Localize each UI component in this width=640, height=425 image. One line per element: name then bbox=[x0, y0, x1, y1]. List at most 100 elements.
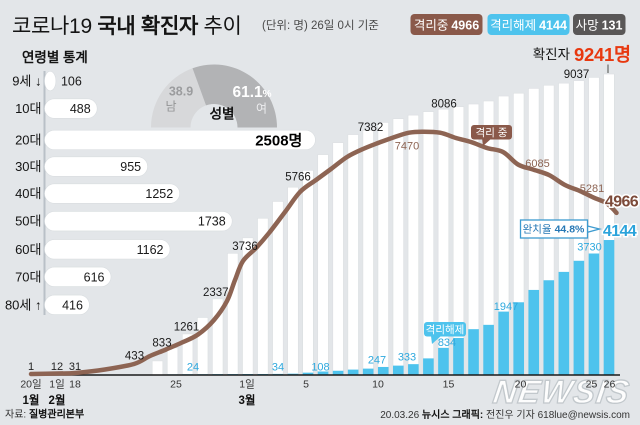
early-count-label: 12 bbox=[51, 361, 63, 373]
age-row-50대: 50대 1738 bbox=[15, 211, 233, 232]
age-row-60대: 60대 1162 bbox=[15, 239, 171, 260]
quarantined-line-badge-text: 격리 중 bbox=[476, 126, 508, 139]
age-row-bar bbox=[44, 129, 316, 150]
status-badge-deaths: 사망 131 bbox=[573, 14, 626, 35]
age-row-label: 60대 bbox=[15, 242, 41, 257]
released-bar bbox=[573, 260, 585, 375]
gender-male-label: 남 bbox=[165, 100, 176, 114]
gender-chart-title: 성별 bbox=[210, 107, 235, 122]
released-bar bbox=[393, 365, 404, 375]
age-row-bar bbox=[44, 183, 180, 204]
released-point-label: 34 bbox=[272, 362, 284, 374]
x-tick-label: 10 bbox=[372, 379, 384, 391]
status-badge-quarantined-bg bbox=[410, 14, 483, 35]
status-badge-released-text: 격리해제 4144 bbox=[490, 19, 567, 33]
quarantined-end-label: 4966 bbox=[605, 194, 639, 211]
age-row-bar bbox=[44, 294, 90, 315]
gender-slice-male bbox=[151, 68, 206, 128]
released-bar bbox=[513, 302, 524, 375]
age-row-label: 20대 bbox=[15, 132, 41, 147]
confirmed-bar bbox=[362, 130, 374, 376]
page-title: 코로나19 국내 확진자 추이 bbox=[12, 15, 242, 38]
x-axis: 20일 1월 1 1일 2월 12 18 31 25 1일 3월 5 10 15 20 25 26 bbox=[20, 361, 620, 407]
credit-note: 20.03.26 뉴시스 그래픽: 전진우 기자 618lue@newsis.c… bbox=[380, 408, 630, 421]
age-row-value: 416 bbox=[62, 298, 83, 312]
age-row-bar bbox=[44, 266, 112, 287]
confirmed-callout-label: 확진자 bbox=[533, 47, 571, 62]
x-tick-label: 1일 bbox=[239, 378, 255, 391]
released-bar bbox=[498, 311, 509, 375]
status-badge-released-bg bbox=[487, 14, 570, 35]
gender-male-value: 38.9 bbox=[169, 85, 193, 99]
quarantined-line-badge-tail bbox=[482, 138, 492, 146]
x-tick-label: 15 bbox=[443, 379, 455, 391]
released-bar bbox=[377, 366, 389, 375]
quarantined-point-label: 6085 bbox=[525, 158, 549, 170]
released-bar bbox=[317, 371, 329, 375]
confirmed-point-label: 5766 bbox=[285, 172, 311, 184]
age-row-value: 1252 bbox=[145, 187, 173, 201]
gender-donut-chart: 38.9 남 61.1% 여 성별 bbox=[151, 64, 277, 128]
gender-female-value: 61.1% bbox=[232, 84, 271, 101]
gender-slice-female bbox=[192, 64, 277, 128]
age-row-label: 30대 bbox=[15, 159, 41, 174]
x-tick-label: 5 bbox=[303, 379, 309, 391]
age-row-value: 488 bbox=[70, 102, 91, 116]
confirmed-point-label: 8086 bbox=[431, 99, 457, 111]
released-bar bbox=[528, 289, 540, 375]
early-count-label: 1 bbox=[28, 361, 34, 373]
age-row-label: 10대 bbox=[15, 101, 41, 116]
x-tick-label: 1일 bbox=[49, 378, 65, 391]
confirmed-bar bbox=[151, 360, 164, 376]
status-badge-quarantined: 격리중 4966 bbox=[410, 14, 483, 35]
status-badge-quarantined-text: 격리중 4966 bbox=[414, 19, 479, 33]
released-point-label: 834 bbox=[438, 337, 456, 349]
age-row-bar bbox=[44, 71, 57, 92]
x-tick-label: 26 bbox=[604, 379, 616, 391]
confirmed-callout: 확진자 9241명 bbox=[533, 44, 631, 73]
confirmed-bar bbox=[407, 114, 419, 376]
confirmed-bar bbox=[302, 170, 314, 376]
x-tick-label: 25 bbox=[586, 379, 598, 391]
age-row-value: 1162 bbox=[137, 243, 164, 257]
confirmed-point-label: 433 bbox=[125, 351, 144, 363]
confirmed-point-label: 3736 bbox=[232, 241, 258, 253]
age-row-label: 50대 bbox=[15, 214, 41, 229]
released-bar bbox=[543, 280, 555, 375]
x-tick-label: 20 bbox=[515, 379, 527, 391]
age-row-bar bbox=[44, 211, 233, 232]
title-unit-note: (단위: 명) 26일 0시 기준 bbox=[262, 18, 379, 32]
status-badge-released: 격리해제 4144 bbox=[487, 14, 570, 35]
x-month-label: 2월 bbox=[49, 393, 66, 407]
released-point-label: 108 bbox=[311, 362, 329, 374]
released-series-badge-text: 격리해제 bbox=[426, 323, 465, 336]
confirmed-bar bbox=[332, 142, 344, 376]
age-row-20대: 20대 2508명 bbox=[15, 129, 316, 150]
age-row-label: 40대 bbox=[15, 186, 41, 201]
released-bar bbox=[302, 372, 314, 375]
confirmed-point-label: 9037 bbox=[564, 69, 590, 81]
released-bar bbox=[483, 324, 494, 375]
released-bar bbox=[603, 240, 615, 375]
released-end-label: 4144 bbox=[603, 223, 637, 240]
confirmed-bar bbox=[287, 186, 299, 376]
cure-rate-text: 완치율 44.8% bbox=[523, 223, 585, 236]
x-tick-label: 18 bbox=[69, 379, 81, 391]
x-month-label: 3월 bbox=[239, 393, 256, 407]
age-row-value: 106 bbox=[61, 75, 82, 89]
released-bar-series bbox=[152, 240, 615, 375]
released-point-label: 1947 bbox=[494, 301, 518, 313]
age-row-value: 616 bbox=[84, 270, 105, 284]
confirmed-bar bbox=[166, 347, 179, 376]
cure-rate-box bbox=[519, 219, 589, 239]
released-bar bbox=[453, 337, 464, 375]
released-point-label: 3730 bbox=[577, 242, 601, 254]
cure-rate-annotation: 완치율 44.8% bbox=[519, 219, 603, 239]
released-series-badge: 격리해제 bbox=[424, 322, 466, 344]
age-row-80세 ↑: 80세 ↑ 416 bbox=[5, 294, 90, 315]
released-bar bbox=[408, 364, 419, 375]
age-row-label: 70대 bbox=[15, 269, 41, 284]
age-row-label: 80세 ↑ bbox=[5, 297, 42, 312]
